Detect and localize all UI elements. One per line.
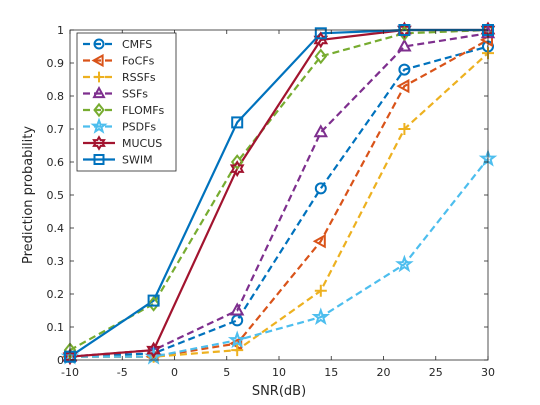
x-tick-label: 30 <box>481 366 495 379</box>
x-tick-label: 5 <box>223 366 230 379</box>
y-tick-label: 0.8 <box>47 90 65 103</box>
y-tick-label: 0.7 <box>47 123 65 136</box>
data-point-mucus <box>229 160 245 178</box>
y-tick-label: 0.2 <box>47 288 65 301</box>
y-tick-label: 0 <box>57 354 64 367</box>
data-point-flomfs <box>230 154 244 170</box>
data-point-psdfs <box>144 346 163 365</box>
data-point-ssfs <box>313 124 328 138</box>
data-point-rssfs <box>398 123 411 135</box>
data-point-ssfs <box>397 38 412 52</box>
legend-marker-psdfs <box>90 117 108 134</box>
data-point-rssfs <box>314 284 327 297</box>
legend-label-ssfs: SSFs <box>122 88 148 101</box>
x-axis-label: SNR(dB) <box>252 384 306 399</box>
data-point-cmfs <box>398 63 411 76</box>
series-line-cmfs <box>69 45 489 358</box>
y-tick-label: 0.1 <box>47 321 65 334</box>
y-tick-label: 1 <box>57 24 64 37</box>
x-tick-label: 0 <box>171 366 178 379</box>
y-tick-label: 0.6 <box>47 156 65 169</box>
legend-marker-flomfs <box>93 102 105 118</box>
legend-marker-mucus <box>92 135 106 151</box>
x-tick-label: 10 <box>272 366 286 379</box>
data-point-swim <box>147 294 160 307</box>
data-point-swim <box>314 27 327 40</box>
legend-marker-ssfs <box>92 86 106 99</box>
legend-marker-rssfs <box>93 71 105 83</box>
legend-label-swim: SWIM <box>122 154 153 167</box>
legend: CMFS FoCFs RSSFs SSFs FLOMFs PSDFs MUCUS SWIM <box>76 32 177 172</box>
x-tick-label: 20 <box>377 366 391 379</box>
y-tick-label: 0.5 <box>47 189 65 202</box>
legend-label-flomfs: FLOMFs <box>122 104 165 117</box>
legend-label-mucus: MUCUS <box>122 137 162 150</box>
series-line-flomfs <box>69 28 489 352</box>
legend-label-psdfs: PSDFs <box>122 121 156 134</box>
y-tick-label: 0.3 <box>47 255 65 268</box>
x-tick-label: -10 <box>61 366 79 379</box>
data-point-psdfs <box>227 330 247 349</box>
data-point-flomfs <box>314 48 328 65</box>
y-axis-label: Prediction probability <box>21 126 36 264</box>
data-point-flomfs <box>147 296 160 312</box>
legend-label-rssfs: RSSFs <box>122 71 156 84</box>
legend-marker-focfs <box>91 53 104 68</box>
data-point-ssfs <box>230 302 245 316</box>
axis-ticks: -10 -5 0 5 10 15 20 25 30 0 0.1 0.2 0.3 0.4 0.5 0.6 0.7 0… <box>47 24 496 379</box>
x-tick-label: 15 <box>324 366 338 379</box>
data-point-ssfs <box>146 342 161 356</box>
data-point-psdfs <box>311 307 331 325</box>
data-point-rssfs <box>231 344 244 357</box>
y-tick-label: 0.9 <box>47 57 65 70</box>
legend-marker-cmfs <box>93 38 105 50</box>
data-point-focfs <box>312 234 326 249</box>
x-tick-label: 25 <box>429 366 443 379</box>
data-point-psdfs <box>395 254 414 273</box>
data-point-cmfs <box>314 182 327 195</box>
legend-label-focfs: FoCFs <box>122 55 155 68</box>
data-point-focfs <box>396 78 410 94</box>
data-point-mucus <box>146 341 161 359</box>
data-point-swim <box>231 116 244 129</box>
y-tick-label: 0.4 <box>47 222 65 235</box>
series-line-psdfs <box>70 158 489 358</box>
legend-marker-swim <box>93 154 105 165</box>
legend-label-cmfs: CMFS <box>122 38 152 51</box>
legend-box <box>76 32 177 172</box>
series-markers <box>60 21 498 366</box>
x-tick-label: -5 <box>117 366 128 379</box>
